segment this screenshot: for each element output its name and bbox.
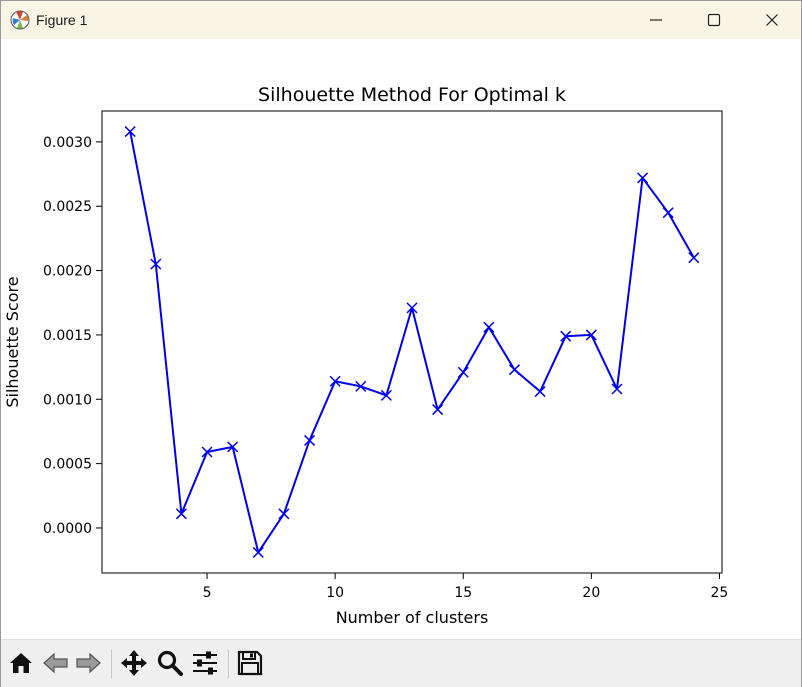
maximize-button[interactable]	[685, 1, 743, 39]
minimize-button[interactable]	[627, 1, 685, 39]
toolbar-separator	[111, 650, 112, 678]
data-point-marker	[483, 321, 495, 333]
x-axis-label: Number of clusters	[336, 608, 489, 627]
data-point-marker	[380, 389, 392, 401]
x-tick-label: 10	[326, 585, 344, 601]
data-point-marker	[534, 386, 546, 398]
y-tick-label: 0.0005	[43, 457, 92, 473]
series-markers	[124, 126, 700, 558]
data-point-marker	[278, 508, 290, 520]
y-tick-label: 0.0030	[43, 135, 92, 151]
data-point-marker	[432, 404, 444, 416]
zoom-icon	[157, 650, 183, 676]
x-axis: 5 10 15 20 25	[203, 573, 729, 601]
save-icon	[237, 650, 263, 676]
data-point-marker	[201, 446, 213, 458]
data-point-marker	[508, 364, 521, 376]
data-point-marker	[688, 252, 700, 264]
minimize-icon	[650, 19, 662, 21]
data-point-marker	[355, 380, 367, 392]
y-axis-label: Silhouette Score	[3, 276, 22, 407]
y-tick-label: 0.0020	[43, 264, 92, 280]
y-tick-label: 0.0000	[43, 521, 92, 537]
data-point-marker	[585, 329, 597, 341]
title-bar[interactable]: Figure 1	[1, 1, 801, 39]
chart-title: Silhouette Method For Optimal k	[258, 84, 566, 106]
data-point-marker	[457, 366, 469, 378]
configure-subplots-button[interactable]	[190, 648, 220, 678]
x-tick-label: 20	[582, 585, 600, 601]
data-point-marker	[560, 330, 572, 342]
home-button[interactable]	[6, 648, 36, 678]
y-tick-label: 0.0010	[43, 392, 92, 408]
navigation-toolbar	[1, 639, 801, 687]
pan-button[interactable]	[119, 648, 149, 678]
pan-icon	[121, 650, 147, 676]
plot-frame	[101, 110, 723, 574]
data-point-marker	[611, 383, 623, 395]
figure-canvas[interactable]: Silhouette Method For Optimal k 5 10 15 20 2…	[1, 39, 801, 637]
forward-arrow-icon	[76, 652, 101, 674]
x-tick-label: 5	[203, 585, 212, 601]
data-point-marker	[637, 172, 649, 184]
close-icon	[766, 14, 778, 26]
data-point-marker	[662, 207, 674, 219]
data-point-marker	[150, 258, 162, 270]
forward-button[interactable]	[73, 648, 103, 678]
back-arrow-icon	[43, 652, 68, 674]
data-point-marker	[329, 375, 341, 387]
x-tick-label: 25	[711, 585, 729, 601]
matplotlib-logo-icon	[10, 10, 30, 30]
window-title: Figure 1	[36, 12, 88, 28]
y-tick-label: 0.0025	[43, 199, 92, 215]
data-point-marker	[124, 126, 136, 138]
zoom-button[interactable]	[155, 648, 185, 678]
data-point-marker	[252, 546, 264, 558]
close-button[interactable]	[743, 1, 801, 39]
data-point-marker	[303, 434, 316, 446]
line-chart: Silhouette Method For Optimal k 5 10 15 20 2…	[3, 84, 729, 627]
maximize-icon	[707, 13, 721, 27]
data-point-marker	[406, 302, 418, 314]
home-icon	[10, 653, 32, 673]
configure-subplots-icon	[193, 651, 217, 675]
toolbar-separator	[228, 650, 229, 678]
series-line	[129, 131, 695, 554]
save-button[interactable]	[235, 648, 265, 678]
data-point-marker	[175, 508, 187, 520]
data-point-marker	[227, 441, 239, 453]
x-tick-label: 15	[454, 585, 472, 601]
back-button[interactable]	[41, 648, 71, 678]
y-tick-label: 0.0015	[43, 328, 92, 344]
y-axis: 0.0000 0.0005 0.0010 0.0015 0.0020 0.0025 0.00…	[43, 135, 102, 537]
